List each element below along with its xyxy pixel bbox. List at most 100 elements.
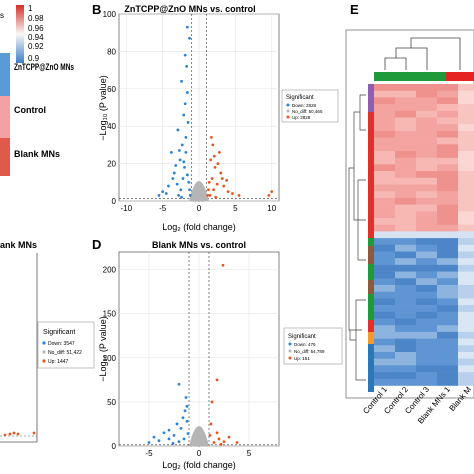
heatmap-cell — [458, 358, 474, 366]
panel-a-group-bar-control — [0, 96, 10, 138]
panel-a-group-label-control: Control — [14, 105, 46, 115]
heatmap-cell — [374, 104, 396, 112]
heatmap-cell — [395, 318, 417, 326]
heatmap-cell — [416, 117, 438, 125]
heatmap-cell — [458, 325, 474, 333]
panel-d-letter: D — [92, 237, 101, 252]
heatmap-cell — [395, 345, 417, 353]
heatmap-cell — [458, 117, 474, 125]
d-nodiff-cloud — [189, 426, 209, 446]
panel-e-letter: E — [350, 2, 359, 17]
b-point-up — [216, 162, 220, 166]
panel-a-group-bar-zntcpp — [0, 53, 10, 96]
panel-b-legend-item-nodiff: No_diff: 50,465 — [292, 109, 323, 114]
heatmap-cell — [458, 338, 474, 346]
heatmap-cell — [374, 204, 396, 212]
b-point-down — [178, 158, 182, 162]
b-point-down — [175, 182, 179, 186]
heatmap-cell — [416, 278, 438, 286]
b-point-down — [183, 102, 187, 106]
heatmap-cell — [374, 325, 396, 333]
heatmap-column-label: Blank M — [448, 385, 474, 413]
b-point-down — [177, 149, 181, 152]
heatmap-cell — [416, 285, 438, 292]
b-point-down — [171, 177, 175, 180]
b-point-up — [208, 193, 212, 197]
b-ytick-label: 0 — [112, 197, 117, 206]
heatmap-cell — [416, 197, 438, 205]
d-point-down — [152, 435, 156, 439]
heatmap-cell — [395, 238, 417, 246]
heatmap-cell — [416, 311, 438, 319]
b-point-nodiff — [201, 199, 205, 202]
b-ytick-label: 100 — [103, 10, 117, 19]
heatmap-cell — [395, 298, 417, 306]
heatmap-cell — [374, 130, 396, 138]
b-xtick-label: 5 — [233, 204, 238, 213]
heatmap-cell — [374, 271, 396, 279]
heatmap-cell — [437, 238, 459, 246]
heatmap-cell — [437, 97, 459, 105]
heatmap-cell — [437, 345, 459, 353]
panel-e-frame — [345, 29, 474, 399]
b-xtick-label: 0 — [197, 204, 202, 213]
heatmap-cell — [395, 224, 417, 232]
heatmap-cell — [458, 378, 474, 386]
panel-b-legend-marker-nodiff — [286, 109, 290, 113]
heatmap-cell — [416, 338, 438, 346]
panel-d: D Blank MNs vs. control -5 0 5050100150200… — [92, 237, 343, 470]
heatmap-cell — [437, 331, 459, 339]
heatmap-cell — [437, 218, 459, 225]
heatmap-cell — [374, 151, 396, 158]
b-point-down — [180, 79, 183, 83]
heatmap-cell — [437, 171, 459, 179]
heatmap-cell — [395, 325, 417, 333]
panel-b-grid — [119, 13, 279, 202]
d-point-down — [179, 426, 183, 430]
heatmap-cell — [437, 124, 459, 132]
heatmap-cell — [437, 378, 459, 386]
panel-d-grid — [119, 252, 279, 447]
d-point-down — [167, 428, 171, 432]
panel-a-legend-tick: 0.96 — [28, 24, 44, 33]
column-dendrogram-branch — [384, 57, 407, 70]
d-point-down — [177, 382, 181, 386]
heatmap-cell — [416, 224, 438, 232]
heatmap-cell — [395, 271, 417, 279]
panel-a-group-bar-blank — [0, 138, 10, 176]
b-point-down — [179, 188, 183, 192]
heatmap-cell — [416, 104, 438, 112]
panel-c-up-point — [12, 431, 16, 435]
heatmap-cell — [395, 157, 417, 165]
panel-c-up-point — [32, 431, 36, 435]
heatmap-cell — [458, 130, 474, 138]
d-point-down — [162, 431, 166, 435]
heatmap-cell — [458, 291, 474, 299]
heatmap-cell — [458, 104, 474, 112]
d-point-up — [221, 263, 225, 267]
panel-b-title: ZnTCPP@ZnO MNs vs. control — [124, 4, 255, 14]
panel-d-legend-item-up: Up: 151 — [294, 356, 310, 361]
panel-d-xlabel: Log₂ (fold change) — [162, 460, 236, 470]
d-point-down — [175, 422, 179, 426]
heatmap-cell — [458, 311, 474, 319]
panel-a-color-scale — [16, 5, 24, 63]
heatmap-cell — [437, 117, 459, 125]
heatmap-cell — [416, 90, 438, 98]
b-point-up — [210, 177, 214, 180]
heatmap-cell — [437, 278, 459, 286]
heatmap-cell — [374, 311, 396, 319]
heatmap-cell — [395, 378, 417, 386]
panel-a-legend-tick-top: 1 — [28, 4, 33, 13]
b-point-up — [226, 190, 230, 194]
heatmap-cell — [395, 231, 417, 239]
heatmap-cell — [374, 177, 396, 185]
heatmap-cell — [395, 358, 417, 366]
d-xtick-label: 0 — [197, 449, 202, 458]
panel-a-legend-tick: 0.9 — [28, 54, 40, 63]
heatmap-cell — [374, 157, 396, 165]
b-point-down — [184, 136, 188, 139]
heatmap-cell — [416, 171, 438, 179]
panel-a: s 1 0.98 0.96 0.94 0.92 0.9 ZnTCPP@ZnO M… — [0, 4, 74, 176]
